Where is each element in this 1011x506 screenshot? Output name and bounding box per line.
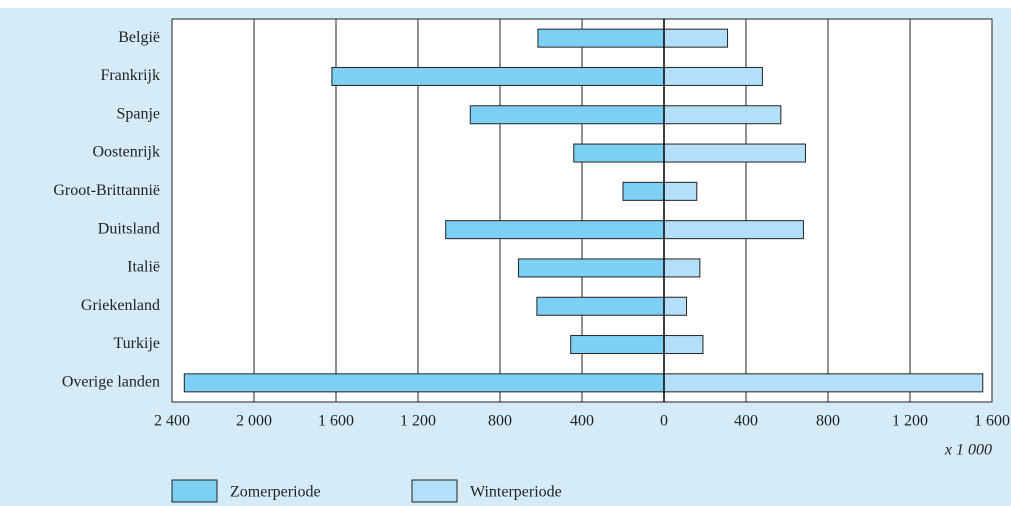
bar: [570, 335, 665, 355]
x-tick-label: 1 600: [974, 413, 1010, 430]
y-tick-label: Griekenland: [81, 297, 160, 314]
x-tick-label: 400: [734, 413, 758, 430]
y-tick-label: Italië: [127, 259, 160, 276]
legend-label: Zomerperiode: [230, 484, 321, 501]
bar: [663, 105, 782, 125]
bar: [663, 181, 698, 201]
x-tick-label: 800: [816, 413, 840, 430]
bar: [445, 220, 665, 240]
bar: [663, 143, 806, 163]
bar: [663, 220, 804, 240]
x-tick-label: 1 600: [318, 413, 354, 430]
x-tick-label: 0: [660, 413, 668, 430]
bar: [183, 373, 665, 393]
legend-label: Winterperiode: [470, 484, 562, 501]
x-tick-label: 2 000: [236, 413, 272, 430]
x-tick-label: 800: [488, 413, 512, 430]
bar: [573, 143, 665, 163]
y-tick-label: Oostenrijk: [92, 144, 160, 161]
x-tick-label: 1 200: [400, 413, 436, 430]
y-tick-label: Duitsland: [98, 220, 160, 237]
unit-label: x 1 000: [944, 442, 992, 459]
x-tick-label: 2 400: [154, 413, 190, 430]
bar: [663, 373, 984, 393]
legend-swatch: [411, 479, 458, 503]
bar: [663, 258, 701, 278]
bar: [663, 28, 729, 48]
bar: [469, 105, 665, 125]
bar: [536, 296, 665, 316]
bar: [622, 181, 665, 201]
bar: [517, 258, 665, 278]
y-tick-label: Spanje: [116, 105, 160, 122]
y-tick-label: Groot-Brittannië: [53, 182, 160, 199]
y-tick-label: Overige landen: [62, 374, 160, 391]
bar: [663, 335, 704, 355]
y-tick-label: Turkije: [113, 335, 160, 352]
bar: [537, 28, 665, 48]
legend-swatch: [171, 479, 218, 503]
bar: [663, 296, 688, 316]
x-tick-label: 1 200: [892, 413, 928, 430]
bar: [663, 66, 763, 86]
y-tick-label: België: [118, 29, 160, 46]
x-tick-label: 400: [570, 413, 594, 430]
y-tick-label: Frankrijk: [100, 67, 160, 84]
bar: [331, 66, 665, 86]
